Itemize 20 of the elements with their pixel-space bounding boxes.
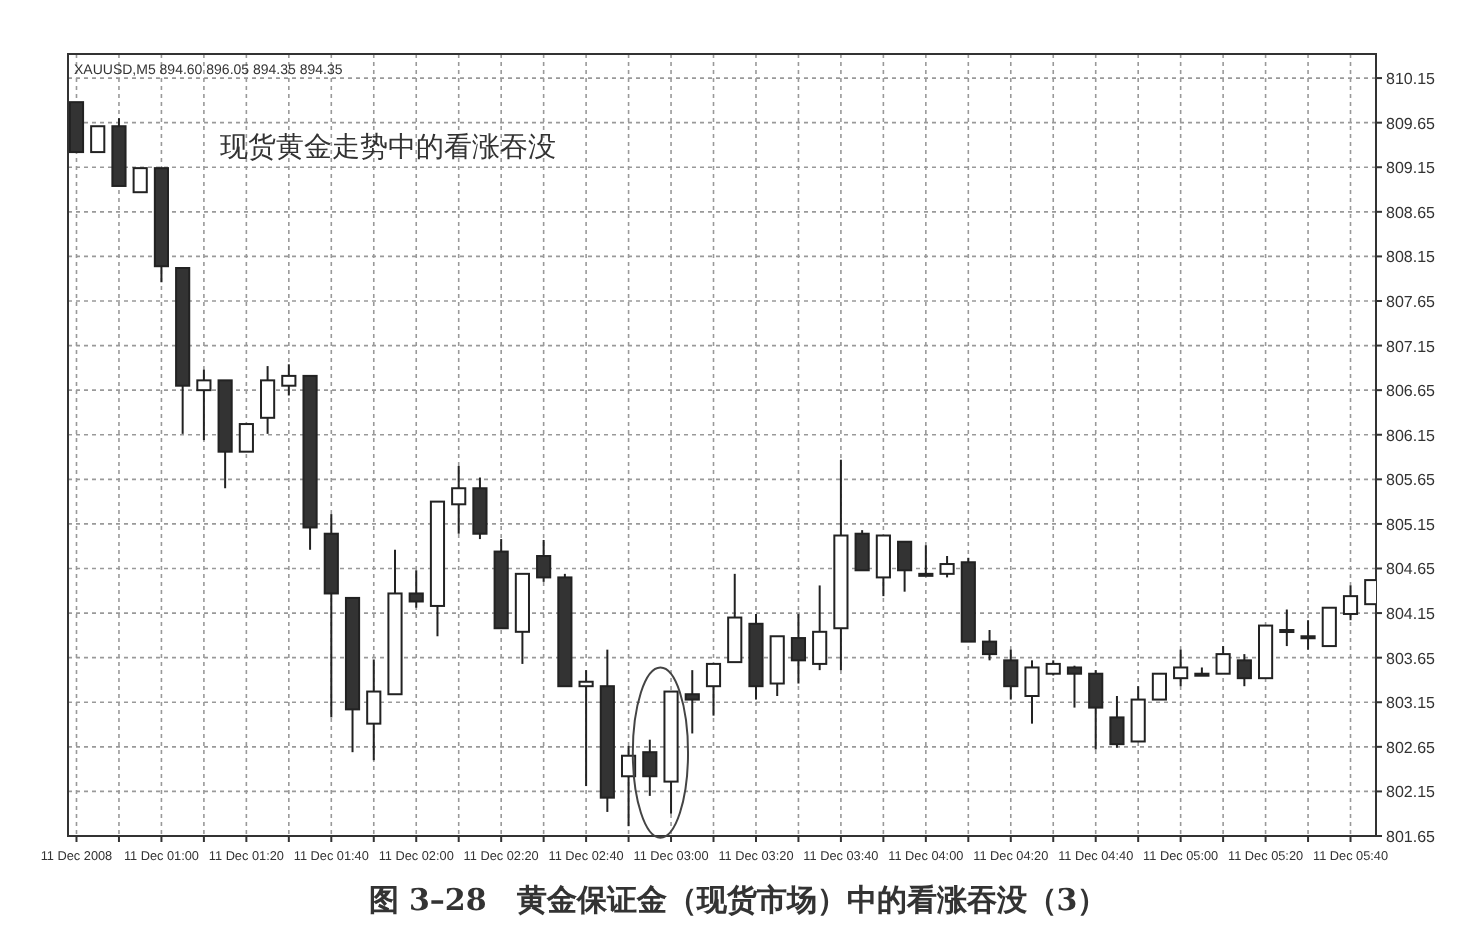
y-tick-label: 802.65 <box>1386 738 1437 757</box>
y-tick-label: 808.15 <box>1386 248 1437 267</box>
annotation: 现货黄金走势中的看涨吞没 <box>220 132 556 164</box>
y-tick-label: 801.65 <box>1386 828 1437 846</box>
y-tick-label: 803.15 <box>1386 694 1437 713</box>
y-tick-label: 809.65 <box>1386 114 1437 133</box>
y-tick-label: 806.65 <box>1386 382 1437 401</box>
y-tick-label: 809.15 <box>1386 159 1437 178</box>
y-tick-label: 807.65 <box>1386 292 1437 311</box>
text: 图 3–28 黄金保证金（现货市场）中的看涨吞没（3） <box>368 882 1108 918</box>
y-tick-label: 808.65 <box>1386 203 1437 222</box>
y-tick-label: 805.15 <box>1386 515 1437 534</box>
y-tick-label: 802.15 <box>1386 783 1437 802</box>
y-tick-label: 803.65 <box>1386 649 1437 668</box>
y-tick-label: 810.15 <box>1386 70 1437 89</box>
y-tick-label: 805.65 <box>1386 471 1437 490</box>
y-tick-label: 804.15 <box>1386 605 1437 624</box>
y-tick-label: 806.15 <box>1386 426 1437 445</box>
y-tick-label: 807.15 <box>1386 337 1437 356</box>
y-tick-label: 804.65 <box>1386 560 1437 579</box>
